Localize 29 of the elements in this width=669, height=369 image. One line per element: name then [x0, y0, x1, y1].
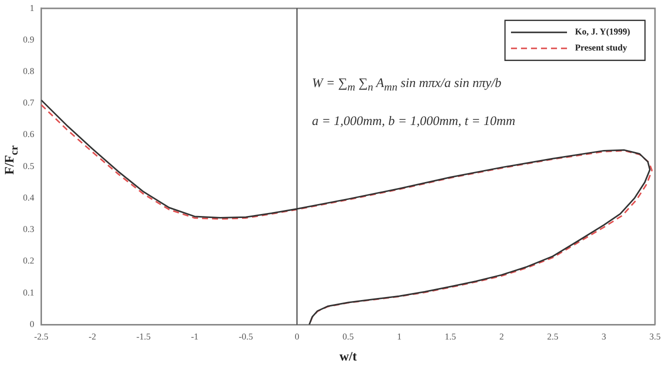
x-tick-label: 2.5 [547, 331, 559, 342]
y-tick-label: 0.8 [23, 66, 35, 76]
x-tick-label: 2 [499, 331, 504, 342]
x-tick-label: 3.5 [649, 331, 662, 342]
y-tick-label: 0.5 [23, 160, 35, 171]
x-tick-label: -1 [190, 331, 198, 342]
y-tick-label: 0.3 [23, 224, 35, 234]
annotation: W = ∑$_{m}$ ∑$_{n}$ A$_{mn}$ sin mπx/a sin nπy/b [312, 75, 502, 94]
x-tick-label: 0.5 [342, 331, 354, 342]
x-tick-label: 0 [294, 331, 300, 342]
text: Ko, J. Y(1999) [575, 26, 630, 37]
x-tick-label: 1.5 [444, 331, 457, 342]
y-tick-label: 0.2 [23, 256, 34, 266]
x-tick-label: 3 [602, 331, 607, 342]
y-tick-label: 1 [30, 2, 34, 13]
x-tick-label: -2.5 [34, 331, 49, 342]
x-axis-title: w/t [339, 348, 358, 364]
y-tick-label: 0.4 [23, 192, 35, 202]
text: Present study [575, 42, 628, 53]
y-tick-label: 0.1 [23, 287, 34, 298]
y-tick-label: 0.7 [23, 98, 35, 108]
x-tick-label: -0.5 [238, 331, 254, 342]
y-tick-label: 0 [30, 318, 35, 329]
x-tick-label: -1.5 [136, 331, 152, 342]
y-tick-label: 0.6 [23, 129, 35, 140]
x-tick-label: 1 [397, 331, 402, 342]
y-tick-label: 0.9 [23, 34, 35, 44]
annotation: a = 1,000mm, b = 1,000mm, t = 10mm [312, 113, 516, 129]
x-tick-label: -2 [88, 331, 96, 342]
